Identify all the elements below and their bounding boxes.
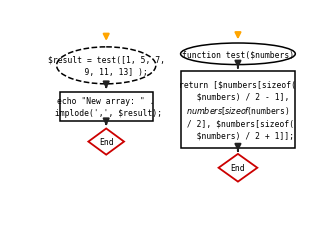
Bar [181, 71, 295, 148]
Ellipse shape [181, 44, 295, 65]
Text: function test($numbers): function test($numbers) [182, 50, 294, 59]
Text: $result = test([1, 5, 7,
    9, 11, 13] );: $result = test([1, 5, 7, 9, 11, 13] ); [48, 56, 165, 76]
Ellipse shape [57, 48, 156, 85]
Text: End: End [99, 137, 114, 146]
Text: echo "New array: " .
 implode(',', $result);: echo "New array: " . implode(',', $resul… [50, 96, 162, 117]
Text: return [$numbers[sizeof(
  $numbers) / 2 - 1],
$numbers[sizeof($numbers)
 / 2], : return [$numbers[sizeof( $numbers) / 2 -… [180, 80, 296, 140]
Polygon shape [218, 154, 257, 182]
Text: End: End [230, 164, 245, 173]
Polygon shape [88, 129, 124, 155]
Bar [60, 92, 153, 121]
